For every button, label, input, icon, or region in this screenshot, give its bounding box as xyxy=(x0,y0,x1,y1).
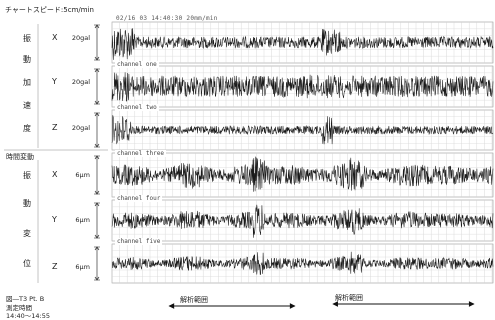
channel-label-one: channel one xyxy=(115,61,159,68)
axis-label-disp-y: Y xyxy=(52,215,57,224)
scale-label-disp-y: 6μm xyxy=(75,216,90,224)
trace-channel-6 xyxy=(111,251,494,276)
scale-bar-1 xyxy=(94,24,100,61)
trace-channel-4 xyxy=(111,156,494,192)
grid-strip-6 xyxy=(111,243,494,284)
scale-label-accel-z: 20gal xyxy=(71,124,90,132)
channel-label-three: channel three xyxy=(115,150,166,157)
group-brackets xyxy=(4,24,108,283)
trace-channel-2 xyxy=(111,72,494,102)
group-disp-char-1: 振 xyxy=(23,171,31,180)
recorder-stamp: 02/16 03 14:40:30 20mm/min xyxy=(116,15,218,22)
scale-bar-5 xyxy=(94,202,100,239)
analysis-range-label-1: 解析範囲 xyxy=(180,296,208,304)
scale-bar-6 xyxy=(94,246,100,281)
group-disp-char-3: 変 xyxy=(23,229,31,238)
group-disp-char-4: 位 xyxy=(23,259,31,268)
scale-label-disp-x: 6μm xyxy=(75,171,90,179)
axis-label-disp-z: Z xyxy=(52,262,58,271)
measure-time: 14:40〜14:55 xyxy=(6,312,50,320)
axis-label-accel-x: X xyxy=(52,33,58,42)
figure-label: 図―T3 Pt. B xyxy=(6,295,45,303)
scale-bar-4 xyxy=(94,155,100,195)
scale-label-disp-z: 6μm xyxy=(75,263,90,271)
measure-label: 測定時間 xyxy=(6,304,32,312)
group-accel-char-1: 振 xyxy=(23,34,31,43)
analysis-range-label-2: 解析範囲 xyxy=(335,294,363,302)
channel-label-five: channel five xyxy=(115,238,163,245)
scale-label-accel-x: 20gal xyxy=(71,34,90,42)
group-accel-char-2: 動 xyxy=(23,55,31,64)
axis-label-disp-x: X xyxy=(52,170,58,179)
analysis-range-arrow-2 xyxy=(332,301,475,307)
axis-label-accel-z: Z xyxy=(52,123,58,132)
group-disp-char-2: 動 xyxy=(23,199,31,208)
trace-channel-5 xyxy=(111,204,494,238)
chart-speed-label: チャートスピード:5cm/min xyxy=(5,6,94,14)
axis-label-accel-y: Y xyxy=(52,77,57,86)
trace-channel-1 xyxy=(111,28,494,60)
group-accel-char-3: 加 xyxy=(23,78,31,87)
scale-label-accel-y: 20gal xyxy=(71,78,90,86)
scale-bar-3 xyxy=(94,112,100,148)
channel-label-two: channel two xyxy=(115,104,159,111)
group-time-label: 時間変動 xyxy=(6,153,34,161)
scale-bar-2 xyxy=(94,68,100,105)
group-accel-char-5: 度 xyxy=(23,124,31,133)
group-accel-char-4: 速 xyxy=(23,101,31,110)
analysis-range-arrow-1 xyxy=(168,303,296,309)
trace-channel-3 xyxy=(111,115,494,145)
channel-label-four: channel four xyxy=(115,195,163,202)
